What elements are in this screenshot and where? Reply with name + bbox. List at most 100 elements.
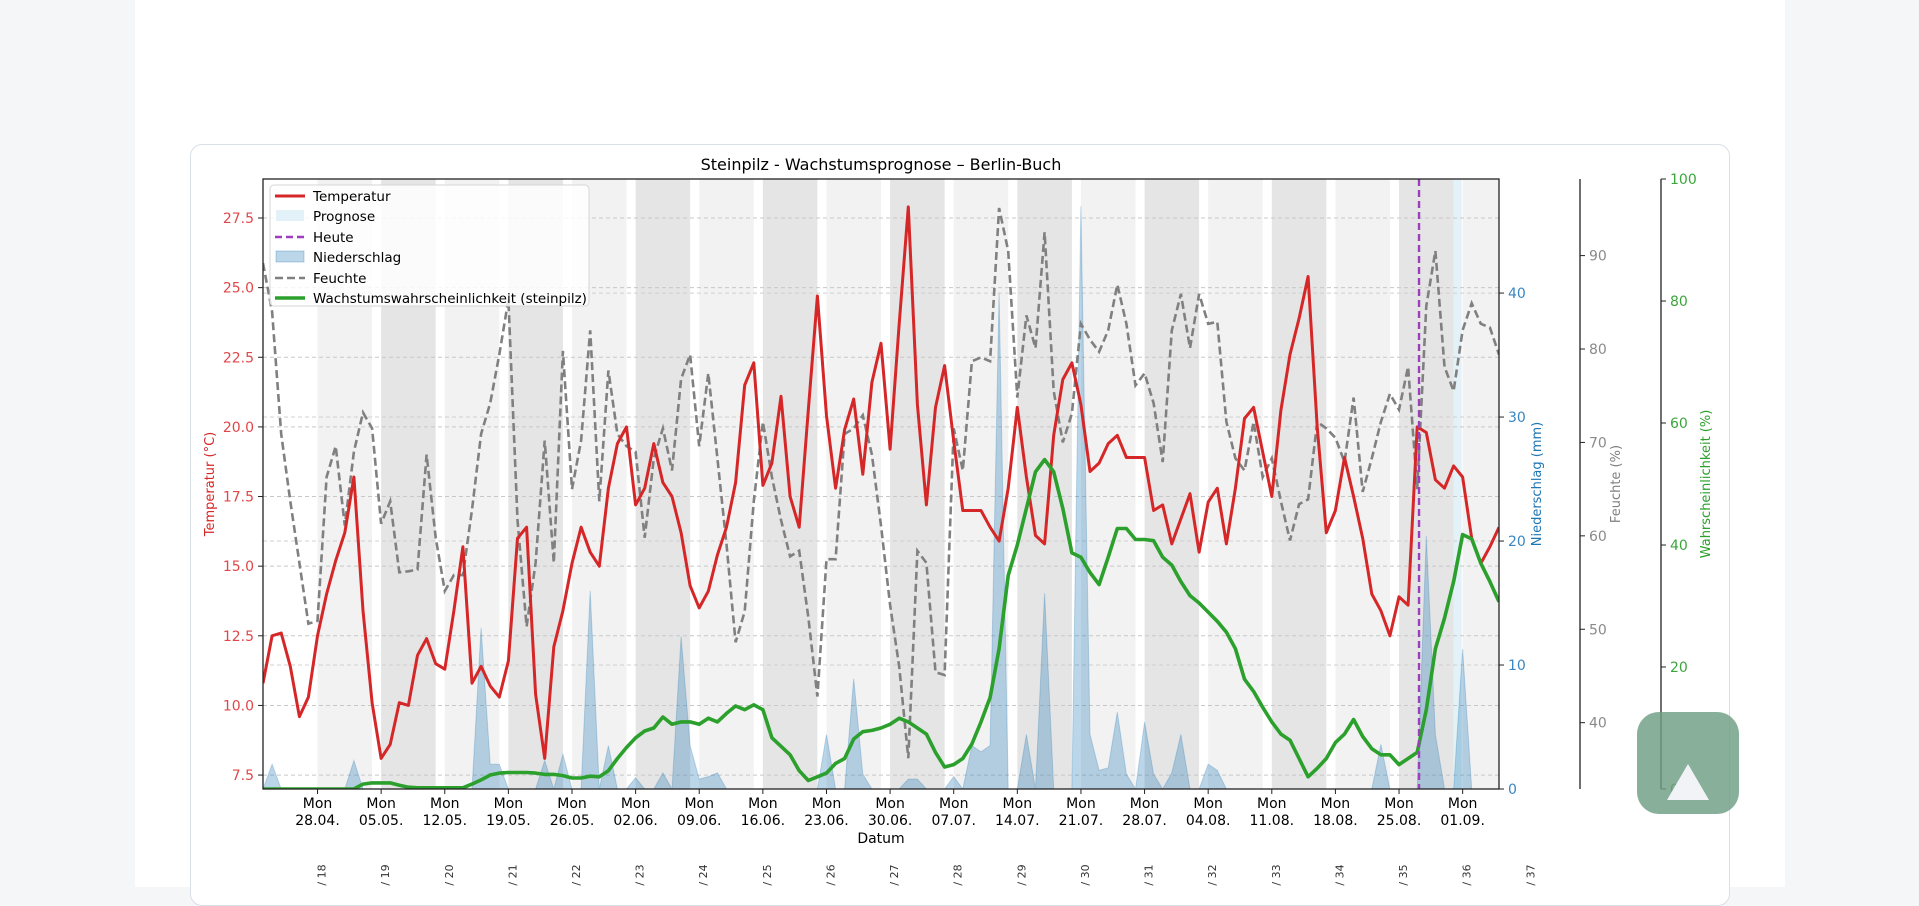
x-tick-label-day: Mon	[557, 796, 587, 812]
week-number-label: / 25	[761, 864, 774, 885]
legend-entry-label: Feuchte	[313, 271, 366, 287]
temperature-tick-label: 17.5	[223, 490, 254, 506]
humidity-tick-label: 70	[1589, 435, 1607, 451]
x-tick-label-date: 12.05.	[422, 813, 467, 829]
week-number-label: / 32	[1206, 864, 1219, 885]
legend-entry-label: Heute	[313, 230, 354, 246]
x-tick-label-date: 14.07.	[995, 813, 1040, 829]
chart-title: Steinpilz - Wachstumsprognose – Berlin-B…	[701, 155, 1062, 174]
week-band	[1462, 179, 1499, 789]
x-tick-label-day: Mon	[494, 796, 524, 812]
temperature-tick-label: 22.5	[223, 350, 254, 366]
x-tick-label-date: 11.08.	[1250, 813, 1295, 829]
plot-frame	[262, 178, 1500, 790]
x-tick-label-day: Mon	[1257, 796, 1287, 812]
legend-swatch-forecast	[276, 210, 304, 221]
x-tick-label-day: Mon	[939, 796, 969, 812]
x-tick-label-day: Mon	[1130, 796, 1160, 812]
x-tick-label-date: 04.08.	[1186, 813, 1231, 829]
probability-line	[263, 457, 1499, 789]
x-tick-label-day: Mon	[366, 796, 396, 812]
temperature-tick-label: 25.0	[223, 281, 254, 297]
humidity-line	[263, 207, 1499, 759]
x-tick-label-date: 26.05.	[550, 813, 595, 829]
growth-forecast-chart: 7.5 10.0 12.5 15.0 17.5 20.0 22.5 25.0 27.5 Tempe…	[203, 155, 1714, 886]
x-tick-label-day: Mon	[1448, 796, 1478, 812]
probability-tick-label: 100	[1670, 172, 1697, 188]
temperature-tick-label: 7.5	[232, 768, 254, 784]
week-band	[890, 179, 945, 789]
temperature-line	[263, 205, 1499, 760]
week-band	[1399, 179, 1454, 789]
forecast-band	[1453, 179, 1462, 789]
humidity-axis-label: Feuchte (%)	[1609, 445, 1624, 523]
x-tick-label-day: Mon	[748, 796, 778, 812]
week-band	[699, 179, 754, 789]
x-tick-label-date: 18.08.	[1313, 813, 1358, 829]
week-number-label: / 19	[379, 864, 392, 885]
x-tick-label-date: 25.08.	[1377, 813, 1422, 829]
week-number-label: / 26	[824, 864, 837, 885]
x-tick-label-date: 16.06.	[741, 813, 786, 829]
legend-entry-label: Niederschlag	[313, 250, 401, 266]
precipitation-tick-label: 40	[1508, 286, 1526, 302]
precipitation-tick-label: 10	[1508, 658, 1526, 674]
x-tick-label-date: 19.05.	[486, 813, 531, 829]
precipitation-tick-label: 30	[1508, 410, 1526, 426]
probability-tick-label: 80	[1670, 294, 1688, 310]
x-tick-label-date: 09.06.	[677, 813, 722, 829]
x-tick-label-date: 23.06.	[804, 813, 849, 829]
week-number-label: / 24	[697, 864, 710, 885]
week-band	[953, 179, 1009, 789]
week-number-label: / 37	[1524, 864, 1537, 885]
x-tick-label-day: Mon	[1066, 796, 1096, 812]
precipitation-tick-label: 0	[1508, 782, 1517, 798]
week-number-label: / 28	[952, 864, 965, 885]
week-number-label: / 34	[1333, 864, 1346, 885]
temperature-tick-label: 10.0	[223, 698, 254, 714]
x-tick-label-day: Mon	[875, 796, 905, 812]
week-band	[1271, 179, 1327, 789]
week-number-label: / 23	[634, 864, 647, 885]
week-number-label: / 29	[1015, 864, 1028, 885]
week-number-label: / 31	[1143, 864, 1156, 885]
x-tick-label-date: 05.05.	[359, 813, 404, 829]
x-tick-label-day: Mon	[812, 796, 842, 812]
probability-axis-label: Wahrscheinlichkeit (%)	[1699, 410, 1714, 559]
week-number-label: / 21	[506, 864, 519, 885]
temperature-tick-label: 20.0	[223, 420, 254, 436]
week-band	[1080, 179, 1136, 789]
week-number-label: / 27	[888, 864, 901, 885]
week-number-label: / 35	[1397, 864, 1410, 885]
week-number-label: / 33	[1270, 864, 1283, 885]
week-number-label: / 22	[570, 864, 583, 885]
x-tick-label-date: 01.09.	[1440, 813, 1485, 829]
x-tick-label-date: 02.06.	[613, 813, 658, 829]
legend-swatch-precipitation	[275, 250, 305, 263]
legend-entry-label: Prognose	[313, 209, 375, 225]
humidity-tick-label: 50	[1589, 622, 1607, 638]
x-tick-label-day: Mon	[430, 796, 460, 812]
x-tick-label-day: Mon	[1321, 796, 1351, 812]
humidity-tick-label: 60	[1589, 529, 1607, 545]
x-tick-label-day: Mon	[684, 796, 714, 812]
week-number-label: / 20	[443, 864, 456, 885]
temperature-axis-label: Temperatur (°C)	[203, 432, 218, 538]
humidity-tick-label: 40	[1589, 716, 1607, 732]
x-tick-label-date: 21.07.	[1059, 813, 1104, 829]
probability-tick-label: 60	[1670, 416, 1688, 432]
legend-entry-label: Temperatur	[312, 189, 391, 205]
week-number-label: / 30	[1079, 864, 1092, 885]
precipitation-tick-label: 20	[1508, 534, 1526, 550]
x-tick-label-day: Mon	[621, 796, 651, 812]
precipitation-axis-label: Niederschlag (mm)	[1530, 422, 1545, 547]
temperature-tick-label: 27.5	[223, 211, 254, 227]
probability-tick-label: 40	[1670, 538, 1688, 554]
x-tick-label-date: 30.06.	[868, 813, 913, 829]
week-number-label: / 18	[316, 864, 329, 885]
scroll-to-top-button[interactable]	[1637, 712, 1739, 814]
temperature-tick-label: 15.0	[223, 559, 254, 575]
probability-tick-label: 20	[1670, 660, 1688, 676]
legend-box	[269, 184, 590, 307]
temperature-tick-label: 12.5	[223, 629, 254, 645]
